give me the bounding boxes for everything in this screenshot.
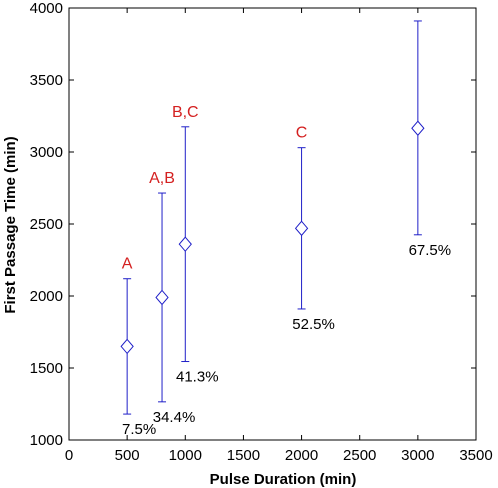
diamond-marker	[155, 289, 169, 306]
percent-label: 34.4%	[153, 409, 196, 426]
percent-label: 7.5%	[122, 421, 156, 438]
diamond-marker	[120, 338, 134, 355]
group-label: C	[296, 125, 308, 142]
diamond-marker	[178, 236, 192, 252]
x-tick-label: 0	[65, 447, 73, 464]
data-point-group: A,B 34.4%	[149, 170, 195, 426]
y-tick-label: 3000	[30, 144, 63, 161]
percent-label: 67.5%	[409, 242, 452, 259]
x-tick-label: 2000	[285, 447, 318, 464]
x-tick-label: 3500	[459, 447, 492, 464]
y-tick-label: 4000	[30, 0, 63, 17]
y-tick-label: 1000	[30, 432, 63, 449]
percent-label: 41.3%	[176, 369, 219, 386]
y-tick-label: 3500	[30, 72, 63, 89]
data-point-group: 67.5%	[409, 20, 452, 259]
diamond-marker	[411, 120, 425, 137]
x-tick-label: 3000	[401, 447, 434, 464]
diamond-marker	[294, 220, 309, 237]
y-tick-label: 2000	[30, 288, 63, 305]
group-label: B,C	[172, 104, 199, 121]
data-series: A 7.5% A,B 34.4% B,C 41.3% C 52.5% 67.5%	[120, 20, 452, 438]
data-point-group: A 7.5%	[120, 256, 156, 438]
y-tick-label: 1500	[30, 360, 63, 377]
x-tick-label: 2500	[343, 447, 376, 464]
y-tick-label: 2500	[30, 216, 63, 233]
data-point-group: B,C 41.3%	[172, 104, 219, 386]
x-axis: 0 500 1000 1500 2000 2500 3000 3500	[65, 8, 493, 464]
x-tick-label: 1000	[169, 447, 202, 464]
y-axis: 1000 1500 2000 2500 3000 3500 4000	[30, 0, 476, 449]
x-axis-title: Pulse Duration (min)	[210, 471, 357, 488]
group-label: A	[122, 256, 133, 273]
group-label: A,B	[149, 170, 175, 187]
x-tick-label: 1500	[227, 447, 260, 464]
plot-area	[68, 7, 477, 441]
percent-label: 52.5%	[292, 316, 335, 333]
data-point-group: C 52.5%	[292, 125, 335, 333]
x-tick-label: 500	[115, 447, 140, 464]
y-axis-title: First Passage Time (min)	[2, 136, 19, 313]
